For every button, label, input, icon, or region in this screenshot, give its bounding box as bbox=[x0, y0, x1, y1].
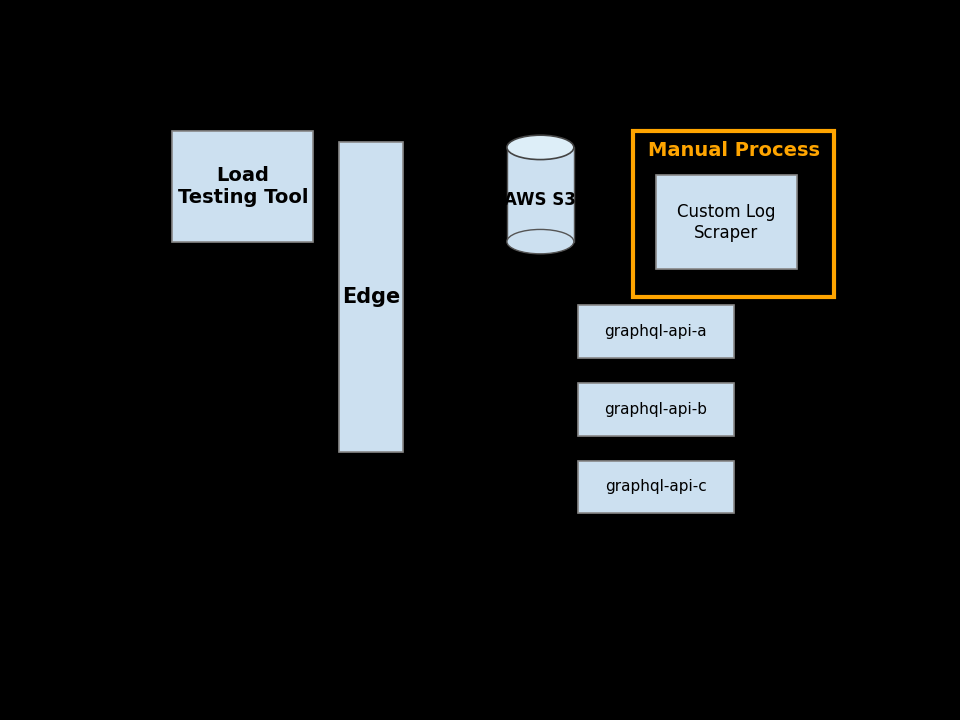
FancyBboxPatch shape bbox=[578, 383, 733, 436]
FancyBboxPatch shape bbox=[656, 175, 797, 269]
Text: graphql-api-c: graphql-api-c bbox=[605, 480, 707, 495]
Text: AWS S3: AWS S3 bbox=[504, 191, 576, 209]
FancyBboxPatch shape bbox=[340, 142, 403, 452]
FancyBboxPatch shape bbox=[578, 305, 733, 358]
Text: Manual Process: Manual Process bbox=[648, 140, 820, 160]
FancyBboxPatch shape bbox=[578, 461, 733, 513]
Text: Load
Testing Tool: Load Testing Tool bbox=[178, 166, 308, 207]
Ellipse shape bbox=[507, 230, 574, 254]
FancyBboxPatch shape bbox=[172, 131, 313, 242]
Text: Edge: Edge bbox=[342, 287, 400, 307]
Text: Custom Log
Scraper: Custom Log Scraper bbox=[677, 203, 776, 242]
Text: graphql-api-a: graphql-api-a bbox=[605, 324, 707, 339]
FancyBboxPatch shape bbox=[634, 131, 834, 297]
Text: graphql-api-b: graphql-api-b bbox=[604, 402, 708, 417]
Ellipse shape bbox=[507, 135, 574, 160]
FancyBboxPatch shape bbox=[507, 148, 574, 242]
